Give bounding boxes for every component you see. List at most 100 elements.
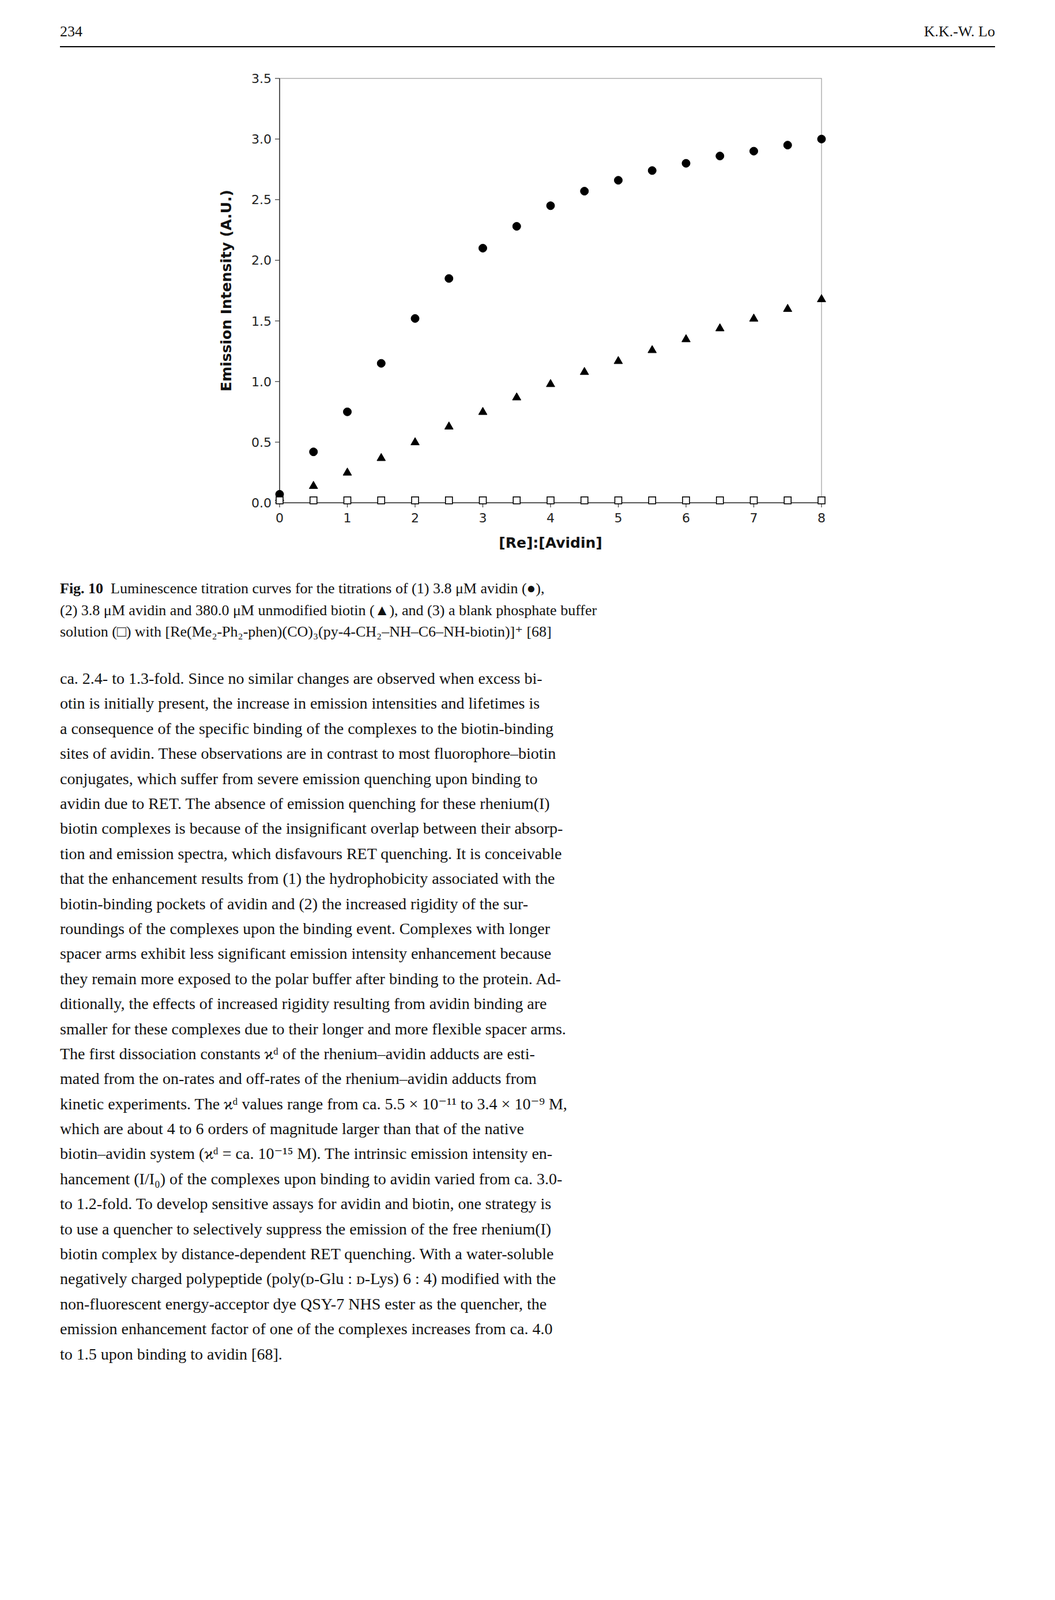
chart-container: 0123456780.00.51.01.52.02.53.03.5[Re]:[A… (59, 64, 996, 561)
y-tick-label: 3.0 (251, 132, 272, 147)
point-circle (682, 159, 691, 168)
series (275, 294, 827, 501)
body-line: biotin–avidin system (ϰᵈ = ca. 10⁻¹⁵ M).… (59, 1140, 996, 1166)
y-tick-label: 0.0 (251, 495, 272, 511)
body-line: kinetic experiments. The ϰᵈ values range… (59, 1091, 996, 1117)
page: 234K.K.-W. Lo0123456780.00.51.01.52.02.5… (0, 0, 1055, 1367)
body-line: tion and emission spectra, which disfavo… (59, 841, 996, 866)
point-triangle (817, 294, 827, 303)
point-triangle (647, 345, 657, 353)
point-triangle (682, 334, 691, 342)
body-line: conjugates, which suffer from severe emi… (59, 766, 996, 791)
point-circle (614, 176, 623, 185)
body-line: sites of avidin. These observations are … (59, 740, 996, 766)
body-line: The first dissociation constants ϰᵈ of t… (59, 1041, 996, 1066)
body-line: otin is initially present, the increase … (59, 690, 996, 716)
y-tick-label: 2.5 (251, 192, 272, 207)
point-square (276, 496, 284, 504)
point-circle (783, 141, 792, 150)
point-circle (377, 359, 386, 368)
y-tick (274, 77, 280, 79)
point-triangle (579, 367, 589, 375)
point-triangle (613, 356, 623, 364)
point-triangle (749, 313, 759, 322)
body-line: to use a quencher to selectively suppres… (59, 1216, 996, 1242)
body-line: that the enhancement results from (1) th… (59, 865, 996, 891)
body-line: which are about 4 to 6 orders of magnitu… (59, 1116, 996, 1141)
point-triangle (546, 379, 556, 387)
body-line: ca. 2.4- to 1.3-fold. Since no similar c… (59, 665, 996, 691)
chart: 0123456780.00.51.01.52.02.53.03.5[Re]:[A… (210, 64, 845, 561)
body-line: biotin complex by distance-dependent RET… (59, 1241, 996, 1266)
body-line: non-fluorescent energy-acceptor dye QSY-… (59, 1291, 996, 1317)
series (276, 496, 825, 504)
x-tick-label: 3 (479, 510, 488, 526)
point-square (344, 496, 352, 504)
point-circle (309, 447, 318, 457)
point-circle (411, 314, 420, 323)
y-tick-label: 1.0 (251, 374, 272, 390)
x-tick-label: 0 (275, 510, 284, 526)
point-square (310, 496, 318, 504)
x-tick-label: 4 (546, 510, 555, 526)
point-triangle (444, 422, 454, 430)
caption-line: Fig. 10 Luminescence titration curves fo… (59, 577, 996, 600)
point-square (750, 496, 758, 504)
y-tick-label: 3.5 (251, 71, 272, 86)
point-triangle (309, 481, 318, 489)
body-line: ditionally, the effects of increased rig… (59, 991, 996, 1016)
body-line: roundings of the complexes upon the bind… (59, 916, 996, 941)
body-line: to 1.5 upon binding to avidin [68]. (59, 1341, 996, 1367)
y-tick (274, 441, 280, 443)
point-square (615, 496, 623, 504)
y-tick-label: 0.5 (251, 435, 272, 450)
point-circle (647, 166, 657, 175)
y-tick-label: 2.0 (251, 253, 272, 268)
body-line: biotin-binding pockets of avidin and (2)… (59, 891, 996, 917)
body-line: emission enhancement factor of one of th… (59, 1316, 996, 1341)
body-text: ca. 2.4- to 1.3-fold. Since no similar c… (59, 665, 996, 1367)
x-tick-label: 1 (343, 510, 352, 526)
point-square (648, 496, 656, 504)
point-triangle (377, 453, 386, 461)
point-circle (817, 134, 826, 143)
point-square (716, 496, 724, 504)
x-tick-label: 8 (817, 510, 826, 526)
y-tick (274, 381, 280, 382)
body-line: a consequence of the specific binding of… (59, 716, 996, 741)
point-square (445, 496, 453, 504)
point-triangle (783, 304, 793, 312)
body-line: avidin due to RET. The absence of emissi… (59, 790, 996, 816)
point-square (411, 496, 419, 504)
x-axis-label: [Re]:[Avidin] (498, 534, 603, 552)
caption-text: Luminescence titration curves for the ti… (110, 579, 545, 597)
point-triangle (512, 392, 522, 401)
body-line: biotin complexes is because of the insig… (59, 815, 996, 841)
y-axis-label: Emission Intensity (A.U.) (217, 189, 235, 392)
point-square (818, 496, 825, 504)
body-line: spacer arms exhibit less significant emi… (59, 940, 996, 966)
point-square (479, 496, 487, 504)
point-triangle (478, 407, 488, 415)
x-tick-label: 2 (411, 510, 420, 526)
body-line: they remain more exposed to the polar bu… (59, 966, 996, 992)
plot-frame (279, 78, 822, 503)
plot-marks (275, 134, 827, 504)
point-square (784, 496, 791, 504)
point-circle (750, 147, 759, 156)
point-circle (512, 222, 521, 231)
caption-line: solution (□) with [Re(Me₂-Ph₂-phen)(CO)₃… (59, 620, 996, 643)
caption-label: Fig. 10 (59, 579, 104, 597)
point-circle (580, 187, 589, 196)
point-triangle (343, 467, 352, 476)
caption-line: (2) 3.8 μM avidin and 380.0 μM unmodifie… (59, 599, 996, 622)
point-square (513, 496, 521, 504)
point-square (682, 496, 690, 504)
y-axis-line (279, 78, 281, 503)
y-tick (274, 138, 280, 140)
x-tick-label: 5 (614, 510, 623, 526)
body-line: negatively charged polypeptide (poly(ᴅ-G… (59, 1266, 996, 1291)
body-line: hancement (I/I₀) of the complexes upon b… (59, 1166, 996, 1192)
point-triangle (411, 437, 420, 446)
point-circle (716, 152, 725, 161)
